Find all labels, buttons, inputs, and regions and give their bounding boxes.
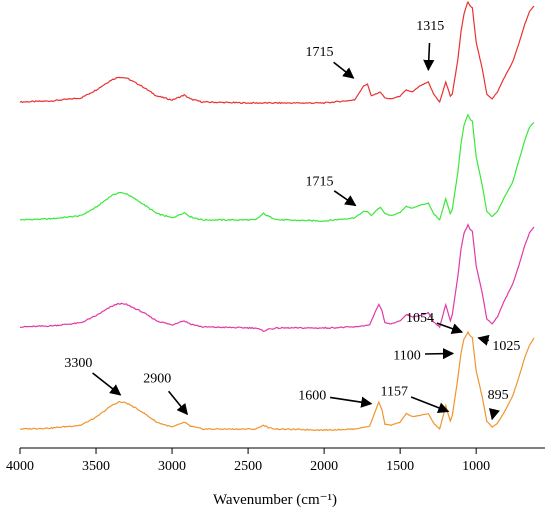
x-axis-label: Wavenumber (cm⁻¹) — [213, 492, 337, 508]
annotation-arrow — [92, 372, 122, 396]
annotation-label: 2900 — [143, 371, 171, 386]
annotation-arrow — [333, 190, 357, 207]
spectra-group — [19, 0, 535, 432]
spectrum-line-1 — [19, 0, 535, 105]
x-tick-label: 2500 — [234, 459, 262, 474]
annotation-label: 1157 — [381, 385, 408, 400]
spectrum-line-3 — [19, 222, 535, 333]
annotation-label: 1054 — [406, 311, 434, 326]
annotation-label: 3300 — [64, 356, 92, 371]
annotation-label: 895 — [488, 388, 509, 403]
x-axis: 4000 3500 3000 2500 2000 1500 1000 — [6, 447, 545, 474]
annotation-arrow — [436, 322, 464, 334]
annotations-group: 1715 1315 1715 3300 2900 1600 1157 1100 1054 1025… — [64, 19, 520, 421]
x-tick-label: 2000 — [310, 459, 338, 474]
annotation-label: 1715 — [306, 175, 334, 190]
annotation-label: 1600 — [298, 389, 326, 404]
x-tick-label: 1000 — [462, 459, 490, 474]
annotation-label: 1715 — [306, 45, 334, 60]
annotation-label: 1100 — [393, 348, 420, 363]
annotation-arrow — [333, 61, 355, 79]
x-tick-label: 1500 — [386, 459, 414, 474]
x-tick-label: 3500 — [82, 459, 110, 474]
annotation-label: 1025 — [492, 339, 520, 354]
x-tick-label: 4000 — [6, 459, 34, 474]
annotation-arrow — [424, 348, 455, 360]
annotation-label: 1315 — [416, 19, 444, 34]
spectrum-line-2 — [19, 113, 535, 223]
annotation-arrow — [489, 407, 500, 421]
spectrum-line-4 — [19, 330, 535, 432]
annotation-arrow — [410, 396, 450, 414]
annotation-arrow — [167, 390, 189, 416]
annotation-arrow — [329, 396, 373, 408]
annotation-arrow — [477, 334, 490, 346]
x-tick-label: 3000 — [158, 459, 186, 474]
annotation-arrow — [423, 42, 435, 72]
